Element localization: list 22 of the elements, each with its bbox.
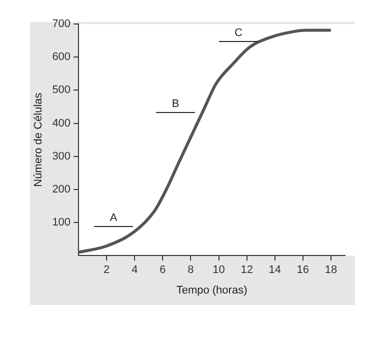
y-tick-label: 100 [52,216,71,229]
y-tick-label: 500 [52,84,71,96]
x-tick-label: 14 [268,264,282,276]
annotation: A [110,212,118,224]
x-tick-label: 18 [324,264,338,276]
y-tick-label: 600 [52,51,71,64]
x-tick-label: 2 [104,264,110,276]
y-tick-label: 300 [52,150,71,162]
annotation: C [234,27,242,39]
line-series [78,28,332,254]
x-axis-title: Tempo (horas) [176,284,248,296]
x-tick-label: 12 [240,264,253,276]
x-tick-label: 4 [132,264,138,276]
y-tick-label: 200 [52,183,71,196]
y-tick-label: 700 [52,18,71,30]
x-tick-label: 6 [160,264,166,276]
y-axis-title: Número de Células [32,92,45,187]
x-tick-label: 10 [212,264,225,276]
y-tick-label: 400 [52,117,71,130]
x-tick-label: 16 [296,264,310,276]
annotation: B [172,98,180,110]
x-tick-label: 8 [188,264,194,276]
